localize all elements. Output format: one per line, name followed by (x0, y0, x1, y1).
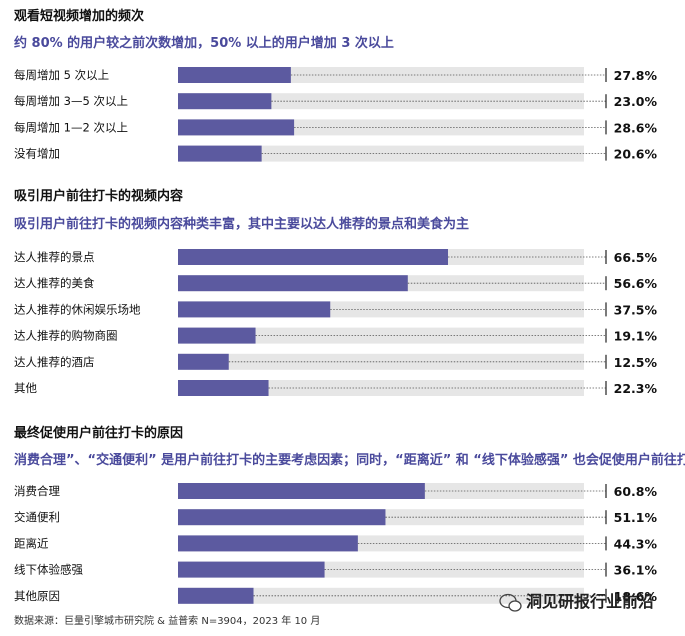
category-label: 其他 (14, 381, 37, 395)
bar-track (178, 353, 584, 370)
value-label: 56.6% (614, 276, 658, 291)
source-note: 数据来源：巨量引擎城市研究院 & 益普索 N=3904，2023 年 10 月 (14, 614, 320, 627)
chart-subtitle: 约 80% 的用户较之前次数增加，50% 以上的用户增加 3 次以上 (14, 35, 394, 51)
bar (178, 145, 262, 162)
category-label: 达人推荐的休闲娱乐场地 (14, 302, 141, 316)
bar (178, 509, 386, 526)
bar-row: 每周增加 1—2 次以上 28.6% (14, 119, 658, 136)
category-label: 消费合理 (14, 484, 60, 498)
bar (178, 587, 254, 604)
bar (178, 380, 269, 396)
value-label: 12.5% (614, 355, 658, 370)
chart-subtitle: 消费合理”、“交通便利” 是用户前往打卡的主要考虑因素；同时，“距离近” 和 “… (14, 452, 685, 468)
value-label: 60.8% (614, 484, 658, 499)
value-label: 19.1% (614, 329, 658, 344)
bar (178, 535, 358, 552)
bar (178, 327, 256, 344)
bar-row: 每周增加 3—5 次以上 23.0% (14, 93, 658, 110)
category-label: 其他原因 (14, 589, 60, 603)
category-label: 每周增加 1—2 次以上 (14, 120, 128, 134)
bar-row: 距离近 44.3% (14, 535, 658, 552)
bar-row: 达人推荐的美食 56.6% (14, 275, 658, 292)
bar-row: 每周增加 5 次以上 27.8% (14, 67, 657, 83)
bar-row: 达人推荐的购物商圈 19.1% (14, 327, 658, 344)
bar (178, 119, 295, 136)
bar (178, 561, 325, 578)
value-label: 20.6% (614, 147, 658, 162)
chart-subtitle: 吸引用户前往打卡的视频内容种类丰富，其中主要以达人推荐的景点和美食为主 (14, 216, 469, 232)
bar-row: 其他原因 18.6% (14, 587, 658, 604)
category-label: 达人推荐的购物商圈 (14, 329, 118, 343)
category-label: 每周增加 3—5 次以上 (14, 94, 128, 108)
value-label: 22.3% (614, 381, 658, 396)
value-label: 37.5% (614, 302, 658, 317)
bar-row: 其他 22.3% (14, 380, 657, 396)
bar-row: 没有增加 20.6% (14, 145, 658, 162)
chart-title: 观看短视频增加的频次 (14, 8, 144, 24)
value-label: 44.3% (614, 536, 658, 551)
value-label: 36.1% (614, 563, 658, 578)
bar-row: 消费合理 60.8% (14, 483, 657, 499)
bar (178, 249, 448, 265)
value-label: 27.8% (614, 68, 658, 83)
category-label: 交通便利 (14, 510, 60, 524)
bar (178, 301, 331, 318)
category-label: 达人推荐的景点 (14, 250, 95, 264)
watermark: 洞见研报行业前沿 (499, 592, 654, 612)
chart-title: 最终促使用户前往打卡的原因 (14, 425, 183, 441)
bar-track (178, 93, 584, 110)
category-label: 线下体验感强 (14, 563, 83, 577)
bar (178, 93, 272, 110)
watermark-text: 洞见研报行业前沿 (526, 592, 654, 611)
bar-row: 达人推荐的景点 66.5% (14, 249, 657, 265)
bar-row: 线下体验感强 36.1% (14, 561, 658, 578)
category-label: 达人推荐的美食 (14, 276, 95, 290)
category-label: 距离近 (14, 536, 49, 550)
category-label: 没有增加 (14, 147, 60, 161)
value-label: 23.0% (614, 94, 658, 109)
category-label: 每周增加 5 次以上 (14, 68, 109, 82)
bar (178, 353, 229, 370)
chart-title: 吸引用户前往打卡的视频内容 (14, 188, 183, 204)
bar-track (178, 327, 584, 344)
bar (178, 275, 408, 292)
value-label: 28.6% (614, 120, 658, 135)
bar-row: 达人推荐的休闲娱乐场地 37.5% (14, 301, 658, 318)
bar (178, 483, 425, 499)
bar-row: 达人推荐的酒店 12.5% (14, 353, 658, 370)
value-label: 51.1% (614, 510, 658, 525)
bar (178, 67, 291, 83)
wechat-icon (499, 593, 522, 612)
bar-track (178, 145, 584, 162)
chart-section-2: 吸引用户前往打卡的视频内容吸引用户前往打卡的视频内容种类丰富，其中主要以达人推荐… (14, 188, 657, 396)
value-label: 66.5% (614, 250, 658, 265)
bar-row: 交通便利 51.1% (14, 509, 658, 526)
category-label: 达人推荐的酒店 (14, 355, 95, 369)
value-label: 18.6% (614, 589, 658, 604)
